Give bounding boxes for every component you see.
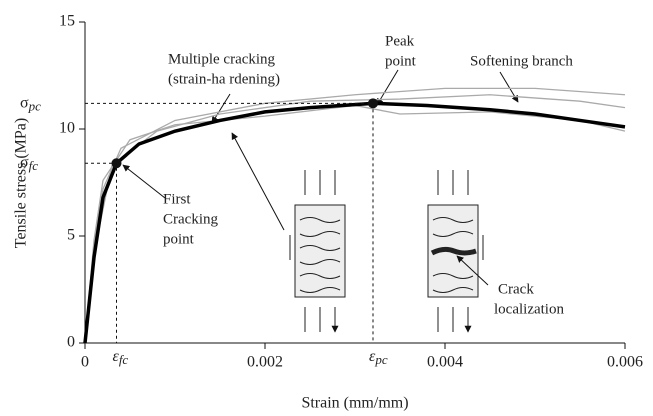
subscript: fc: [29, 158, 39, 173]
y-tick-label: 15: [59, 13, 75, 30]
x-key-label: εfc: [113, 348, 129, 367]
annotation: Cracking: [163, 211, 218, 227]
annotation: (strain-ha rdening): [168, 71, 280, 87]
subscript: pc: [28, 98, 42, 113]
x-key-label: εpc: [369, 348, 388, 367]
annotation: localization: [494, 301, 564, 317]
annotation: point: [385, 53, 417, 69]
annotation: point: [163, 231, 195, 247]
subscript: pc: [374, 352, 388, 367]
x-tick-label: 0: [81, 354, 89, 371]
chart: Strain (mm/mm) Tensile stress (MPa) 0 5 10…: [0, 0, 653, 416]
y-tick-label: 10: [59, 120, 75, 137]
y-axis-label: Tensile stress (MPa): [13, 118, 30, 248]
annotation: Crack: [498, 281, 534, 297]
y-tick-label: 5: [67, 227, 75, 244]
x-axis-label: Strain (mm/mm): [301, 395, 408, 412]
reference-line: [85, 163, 117, 343]
annotation: Multiple cracking: [168, 51, 276, 67]
annotation: First: [163, 191, 191, 207]
specimens: [290, 170, 483, 332]
x-tick-label: 0.006: [607, 354, 643, 371]
y-tick-label: 0: [67, 334, 75, 351]
annotation: Softening branch: [470, 53, 573, 69]
annotation: Peak: [385, 33, 415, 49]
key-point: [368, 98, 378, 108]
key-point: [112, 158, 122, 168]
subscript: fc: [119, 352, 129, 367]
x-tick-label: 0.002: [247, 354, 283, 371]
y-key-label: σpc: [20, 94, 41, 113]
x-tick-label: 0.004: [427, 354, 463, 371]
